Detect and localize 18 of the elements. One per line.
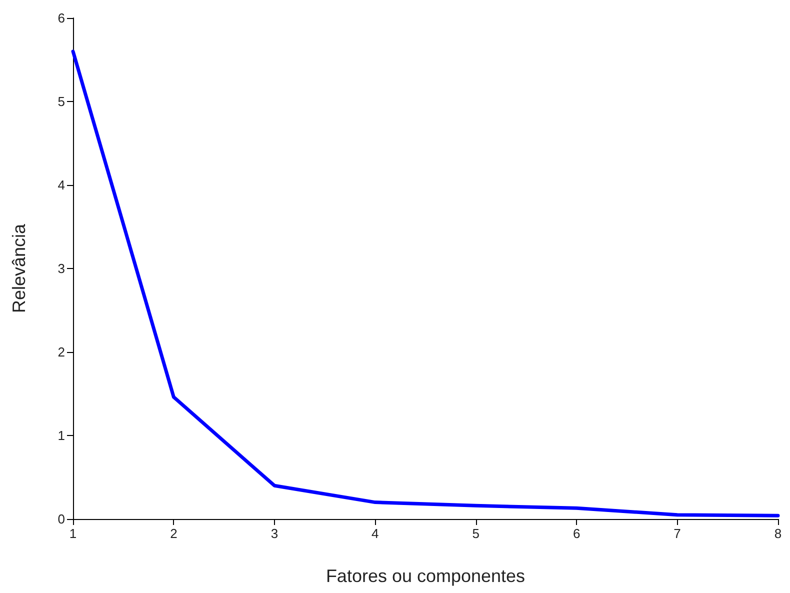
y-tick-label: 5 [58,94,65,109]
y-tick-label: 3 [58,261,65,276]
x-tick-label: 7 [674,526,681,541]
y-tick-label: 0 [58,512,65,526]
line-series [71,50,780,518]
x-tick-label: 4 [372,526,379,541]
x-axis-title: Fatores ou componentes [326,566,526,586]
x-tick-label: 6 [572,526,580,541]
y-tick-label: 4 [58,178,65,192]
x-tick-label: 1 [69,526,77,541]
y-axis-title: Relevância [9,222,29,314]
x-tick-label: 5 [472,526,480,541]
x-tick-label: 2 [170,526,178,541]
y-tick-label: 6 [58,10,65,26]
y-tick-label: 2 [58,344,65,360]
x-tick-label: 8 [774,526,782,541]
x-tick-label: 3 [270,526,278,541]
y-tick-label: 1 [58,428,65,443]
